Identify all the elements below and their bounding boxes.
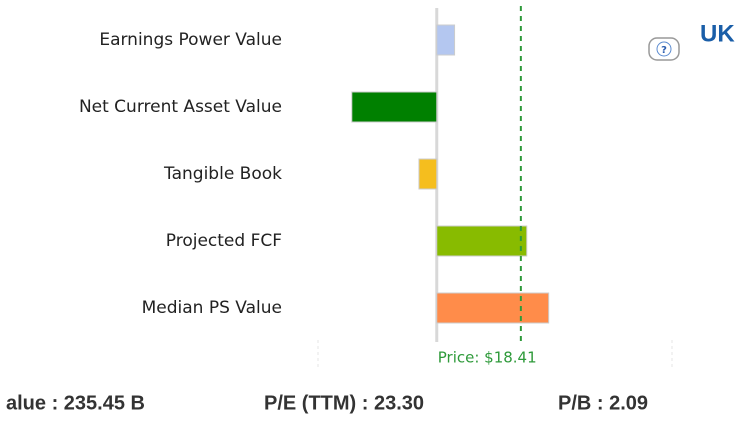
header-title: UK bbox=[700, 20, 735, 47]
help-icon[interactable]: ? bbox=[648, 37, 680, 61]
price-label: Price: $18.41 bbox=[438, 349, 537, 367]
category-label: Tangible Book bbox=[163, 164, 282, 184]
stat: P/E (TTM) : 23.30 bbox=[264, 392, 424, 414]
category-label: Projected FCF bbox=[166, 231, 282, 251]
category-label: Net Current Asset Value bbox=[79, 97, 282, 117]
bar bbox=[351, 91, 438, 123]
bar bbox=[436, 24, 456, 56]
bar bbox=[436, 292, 550, 324]
category-label: Median PS Value bbox=[142, 298, 282, 318]
svg-text:?: ? bbox=[661, 45, 667, 56]
category-label: Earnings Power Value bbox=[99, 30, 282, 50]
bar bbox=[418, 158, 438, 190]
bar bbox=[436, 225, 528, 257]
stat: alue : 235.45 B bbox=[6, 392, 145, 414]
stat: P/B : 2.09 bbox=[558, 392, 648, 414]
